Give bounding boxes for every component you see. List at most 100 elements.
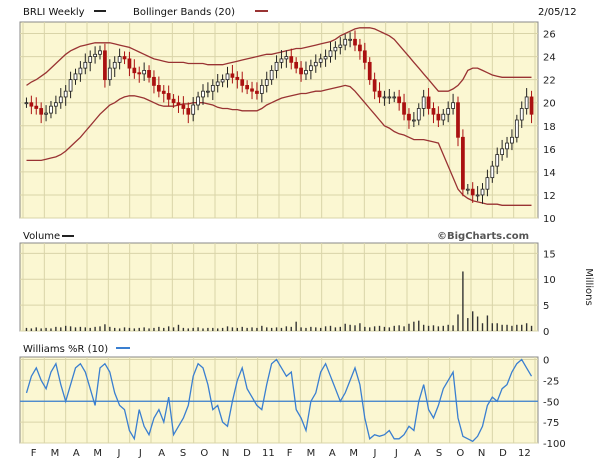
price-candle (230, 65, 235, 84)
price-candle (377, 82, 382, 104)
price-candle (480, 183, 485, 204)
price-candle (411, 112, 416, 128)
bollinger-upper-band (26, 27, 532, 92)
price-candle (392, 91, 397, 103)
price-tick-label: 26 (543, 30, 556, 41)
x-tick-label: 12 (518, 448, 531, 459)
williams-tick-label: -75 (543, 418, 559, 429)
price-candle (191, 97, 196, 122)
price-candle (117, 48, 122, 70)
price-candle (490, 160, 495, 183)
price-candle (372, 72, 377, 100)
price-candle (34, 97, 39, 115)
price-candle (279, 50, 284, 69)
chart-date: 2/05/12 (538, 7, 577, 18)
price-candle (152, 70, 156, 94)
price-candle (367, 57, 372, 85)
volume-tick-label: 5 (543, 301, 549, 312)
x-tick-label: N (222, 448, 229, 459)
price-candle (441, 109, 446, 126)
volume-tick-label: 0 (543, 327, 549, 338)
price-candle (387, 88, 392, 104)
x-tick-label: A (329, 448, 336, 459)
price-candle (353, 30, 357, 52)
price-tick-label: 22 (543, 76, 556, 87)
price-candle (142, 62, 147, 81)
price-legend-label: BRLI Weekly (23, 7, 85, 18)
price-candle (122, 51, 127, 65)
williams-legend-label: Williams %R (10) (23, 344, 108, 355)
price-candle (98, 45, 102, 60)
x-tick-label: D (243, 448, 251, 459)
volume-tick-label: 15 (543, 249, 556, 260)
volume-legend: Volume ©BigCharts.com (20, 228, 538, 242)
price-candle (475, 186, 480, 202)
williams-line (25, 358, 533, 443)
price-candle (54, 95, 58, 115)
price-candle (63, 85, 68, 106)
x-tick-label: A (158, 448, 165, 459)
price-candle (259, 79, 264, 103)
price-candle (166, 85, 171, 107)
price-candle (431, 102, 436, 124)
price-candle (446, 101, 451, 123)
price-candle (68, 71, 73, 99)
x-tick-label: F (31, 448, 37, 459)
x-tick-label: O (200, 448, 208, 459)
x-tick-label: J (394, 448, 398, 459)
price-panel: 10 12 14 16 18 20 22 24 26 (19, 21, 556, 225)
price-tick-label: 18 (543, 122, 556, 133)
price-candle (264, 71, 269, 93)
bollinger-legend-label: Bollinger Bands (20) (133, 7, 235, 18)
price-candle (456, 96, 460, 147)
price-candle (78, 61, 83, 82)
price-candle (313, 54, 318, 73)
x-tick-label: O (456, 448, 464, 459)
price-candle (465, 183, 470, 195)
price-candle (44, 105, 48, 122)
price-candle (24, 97, 29, 108)
volume-panel: 0 5 10 15 Millions (19, 242, 594, 338)
price-candle (112, 56, 117, 77)
price-candle (294, 57, 299, 74)
price-candle (495, 147, 500, 175)
x-tick-label: J (117, 448, 121, 459)
price-candle (210, 79, 215, 101)
price-candle (299, 61, 303, 82)
price-candle (318, 53, 323, 68)
price-candle (402, 93, 406, 121)
price-candle (529, 90, 534, 124)
price-candle (225, 66, 230, 88)
price-candle (274, 55, 279, 79)
price-tick-label: 12 (543, 191, 556, 202)
price-candle (49, 100, 53, 119)
price-candle (206, 82, 210, 98)
x-tick-label: N (478, 448, 485, 459)
price-candle (171, 94, 176, 108)
price-candle (39, 102, 44, 124)
price-candle (416, 103, 421, 126)
price-candle (196, 91, 200, 111)
williams-tick-label: -100 (543, 439, 566, 450)
price-tick-label: 14 (543, 168, 556, 179)
bollinger-lower-band (26, 84, 532, 206)
x-tick-label: S (180, 448, 186, 459)
price-candle (470, 182, 475, 203)
price-tick-label: 16 (543, 145, 556, 156)
price-candle (161, 85, 166, 103)
price-tick-label: 10 (543, 214, 556, 225)
x-tick-label: J (138, 448, 142, 459)
price-legend: BRLI Weekly Bollinger Bands (20) 2/05/12 (23, 7, 577, 18)
williams-legend: Williams %R (10) (23, 344, 130, 355)
price-candle (137, 66, 142, 83)
volume-tick-label: 10 (543, 275, 556, 286)
price-candle (284, 50, 289, 68)
price-tick-label: 20 (543, 99, 556, 110)
price-candle (485, 169, 490, 197)
price-candle (436, 106, 441, 128)
price-candle (510, 129, 514, 151)
price-candle (29, 95, 34, 115)
price-candle (382, 90, 387, 106)
x-tick-label: F (287, 448, 293, 459)
